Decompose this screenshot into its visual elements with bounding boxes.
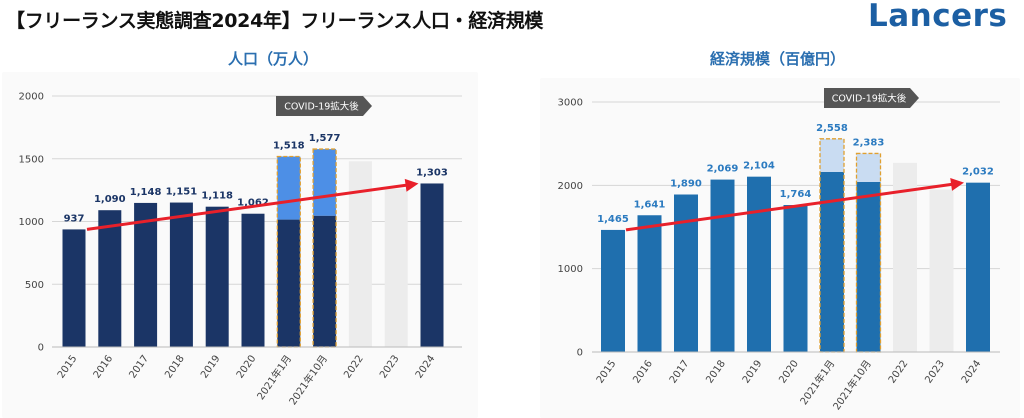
x-tick-label: 2016 (631, 358, 655, 385)
data-label: 1,764 (780, 189, 812, 200)
y-tick-label: 2000 (558, 181, 583, 192)
y-tick-label: 500 (25, 280, 44, 291)
covid-annotation-label: COVID-19拡大後 (832, 93, 907, 105)
data-label: 2,104 (743, 161, 775, 172)
data-label: 1,518 (273, 140, 305, 151)
covid-annotation-label: COVID-19拡大後 (284, 101, 359, 113)
x-tick-label: 2023 (923, 358, 947, 385)
data-bar (134, 202, 158, 347)
x-tick-label: 2024 (960, 358, 984, 385)
data-bar (205, 206, 229, 347)
covid-annotation-arrow (276, 96, 372, 116)
data-bar (783, 205, 808, 352)
placeholder-bar (893, 162, 917, 352)
y-tick-label: 0 (577, 348, 583, 359)
covid-annotation-arrow (824, 88, 919, 108)
trend-arrow-head (950, 178, 964, 191)
y-tick-label: 0 (38, 343, 44, 354)
x-tick-label: 2017 (668, 358, 692, 385)
x-tick-label: 2020 (777, 358, 801, 385)
data-bar (241, 213, 265, 347)
population-chart-title: 人口（万人） (228, 50, 319, 68)
placeholder-bar (348, 161, 372, 347)
data-bar (313, 215, 337, 347)
data-label: 2,558 (816, 123, 848, 134)
covid-increase-bar (313, 149, 337, 216)
x-tick-label: 2018 (704, 358, 728, 385)
lancers-logo: Lancers (868, 0, 1008, 34)
y-tick-label: 1500 (19, 154, 44, 165)
covid-increase-bar (820, 138, 844, 172)
covid-increase-bar (856, 153, 881, 182)
data-bar (856, 182, 881, 352)
economic-scale-chart-title: 経済規模（百億円） (710, 50, 846, 68)
x-tick-label: 2022 (887, 358, 911, 385)
data-bar (98, 210, 122, 347)
data-bar (277, 219, 301, 347)
data-label: 1,148 (130, 187, 162, 198)
x-tick-label: 2019 (741, 358, 765, 385)
data-bar (62, 229, 86, 347)
data-label: 1,303 (416, 167, 448, 178)
data-bar (637, 215, 662, 352)
covid-increase-bar (277, 156, 301, 220)
data-label: 1,641 (634, 199, 666, 210)
data-bar (747, 176, 771, 352)
data-label: 2,383 (853, 137, 885, 148)
trend-arrow-head (404, 178, 419, 192)
covid-highlight-frame (312, 148, 337, 348)
data-label: 1,890 (670, 179, 702, 190)
y-tick-label: 3000 (558, 98, 583, 109)
data-bar (420, 183, 444, 347)
data-bar (674, 194, 698, 352)
y-tick-label: 1000 (19, 217, 44, 228)
data-bar (601, 229, 625, 352)
y-tick-label: 1000 (558, 264, 583, 275)
data-label: 1,090 (94, 194, 126, 205)
data-label: 937 (64, 213, 85, 224)
data-label: 1,118 (201, 191, 233, 202)
placeholder-bar (384, 188, 408, 347)
data-label: 1,465 (597, 214, 629, 225)
data-label: 1,151 (166, 187, 198, 198)
data-bar (966, 182, 990, 352)
trend-arrow-line (625, 182, 957, 232)
data-label: 2,069 (707, 164, 739, 175)
placeholder-bar (929, 189, 954, 352)
x-tick-label: 2015 (595, 358, 619, 385)
y-tick-label: 2000 (19, 92, 44, 103)
page-title: 【フリーランス実態調査2024年】フリーランス人口・経済規模 (6, 10, 544, 32)
data-label: 1,577 (309, 133, 341, 144)
data-label: 2,032 (962, 167, 994, 178)
x-tick-label: 2021年1月 (797, 357, 837, 407)
data-label: 1,062 (237, 198, 269, 209)
data-bar (169, 202, 193, 347)
trend-arrow-line (86, 183, 411, 231)
data-bar (710, 179, 735, 352)
